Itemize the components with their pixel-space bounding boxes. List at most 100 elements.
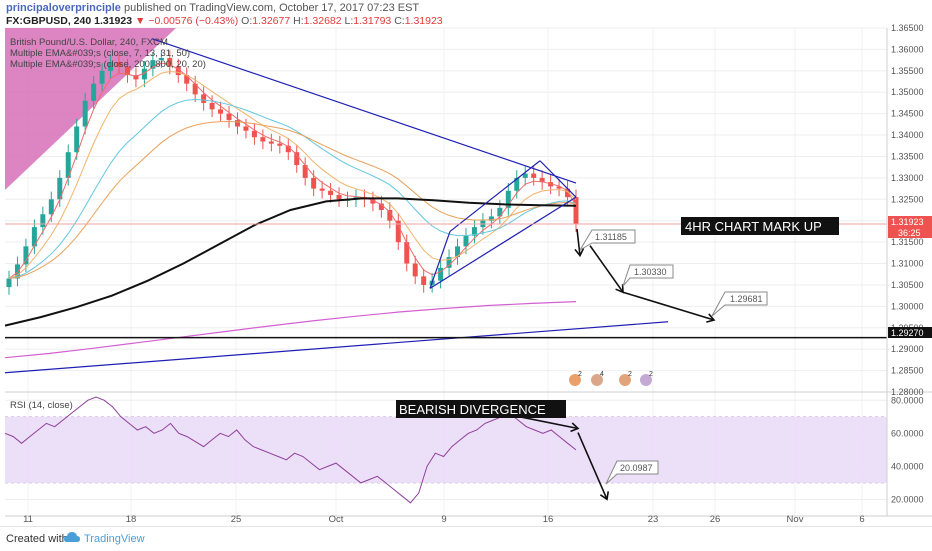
candle-body <box>421 276 427 285</box>
high-value: 1.32682 <box>303 15 342 27</box>
target-arrow-2 <box>589 245 624 293</box>
svg-text:1.31923: 1.31923 <box>891 217 924 227</box>
candle-body <box>99 70 105 84</box>
candle-body <box>260 137 266 142</box>
candle-body <box>471 227 477 236</box>
svg-text:20.0987: 20.0987 <box>620 463 653 473</box>
price-tick-label: 1.35000 <box>891 87 924 97</box>
candle-body <box>226 113 232 121</box>
candle-body <box>141 68 147 80</box>
candle-body <box>556 186 562 189</box>
svg-text:1.29270: 1.29270 <box>891 328 924 338</box>
candle-body <box>463 235 469 247</box>
price-change: ▼ −0.00576 (−0.43%) <box>135 15 239 27</box>
support-price-tag <box>888 327 932 338</box>
price-tick-label: 1.35500 <box>891 66 924 76</box>
short-ema-line <box>8 62 577 279</box>
created-with-text: Created with <box>6 533 68 545</box>
svg-text:2: 2 <box>628 371 632 378</box>
tradingview-brand[interactable]: TradingView <box>84 533 145 545</box>
short-ema-line <box>8 98 577 279</box>
channel-left-edge <box>429 231 451 289</box>
candle-body <box>116 62 122 67</box>
price-tick-label: 1.31500 <box>891 237 924 247</box>
candle-body <box>497 207 503 217</box>
price-tick-label: 1.33500 <box>891 151 924 161</box>
svg-text:2: 2 <box>649 371 653 378</box>
price-tick-label: 1.29000 <box>891 344 924 354</box>
candle-body <box>209 102 215 110</box>
candle-body <box>23 246 29 265</box>
svg-text:2: 2 <box>578 371 582 378</box>
candle-body <box>395 220 401 243</box>
legend-title: British Pound/U.S. Dollar, 240, FXCM <box>10 37 168 48</box>
rsi-target-arrow <box>577 432 608 500</box>
candle-body <box>133 75 139 80</box>
tradingview-cloud-icon <box>64 532 80 542</box>
legend-rsi: RSI (14, close) <box>10 400 73 411</box>
candle-body <box>514 177 520 191</box>
candle-body <box>505 190 511 208</box>
right-axis <box>887 28 932 516</box>
time-tick-label: Nov <box>787 514 804 525</box>
time-tick-label: 25 <box>231 514 242 525</box>
candle-body <box>184 75 190 84</box>
rsi-divergence-arrow-head <box>570 422 580 433</box>
rising-wedge-fill <box>5 28 176 190</box>
candle-body <box>108 62 114 71</box>
target-callout-3: 1.29681 <box>711 291 768 317</box>
publish-info: principaloverprinciple published on Trad… <box>6 2 419 15</box>
markup-label: 4HR CHART MARK UP <box>685 219 822 234</box>
rsi-tick-label: 20.0000 <box>891 494 924 504</box>
short-ema-line <box>8 70 577 279</box>
svg-text:36:25: 36:25 <box>898 228 921 238</box>
rsi-target-arrow-head <box>599 491 610 501</box>
candle-body <box>167 57 173 67</box>
price-tick-label: 1.28500 <box>891 366 924 376</box>
low-value: 1.31793 <box>353 15 392 27</box>
symbol-label[interactable]: FX:GBPUSD, 240 <box>6 15 92 27</box>
candle-body <box>522 173 528 178</box>
legend-ema2: Multiple EMA&#039;s (close, 200, 800, 20… <box>10 59 206 70</box>
svg-text:1.30330: 1.30330 <box>634 267 667 277</box>
rsi-tick-label: 40.0000 <box>891 461 924 471</box>
svg-text:4: 4 <box>600 371 604 378</box>
candle-body <box>539 177 545 183</box>
time-tick-label: 6 <box>859 514 864 525</box>
candle-body <box>150 60 156 69</box>
rsi-tick-label: 80.0000 <box>891 395 924 405</box>
candle-body <box>412 263 418 277</box>
price-tick-label: 1.28000 <box>891 387 924 397</box>
event-flags[interactable]: 2 4 2 2 <box>569 371 653 386</box>
descending-trendline <box>151 38 577 184</box>
indicator-lines <box>4 62 577 504</box>
svg-text:1.29681: 1.29681 <box>730 294 763 304</box>
price-tick-label: 1.32500 <box>891 194 924 204</box>
candle-body <box>573 197 579 225</box>
price-tick-label: 1.31000 <box>891 259 924 269</box>
price-tick-label: 1.36500 <box>891 23 924 33</box>
legend-ema1: Multiple EMA&#039;s (close, 7, 13, 31, 5… <box>10 48 190 59</box>
candle-body <box>234 120 240 127</box>
chart-header: principaloverprinciple published on Trad… <box>0 0 932 28</box>
time-tick-label: 23 <box>648 514 659 525</box>
price-tick-label: 1.34000 <box>891 130 924 140</box>
ema-200-line <box>4 197 577 327</box>
candle-body <box>192 83 198 95</box>
author-link[interactable]: principaloverprinciple <box>6 2 121 14</box>
rising-support-trendline <box>4 321 669 374</box>
symbol-quote: FX:GBPUSD, 240 1.31923 ▼ −0.00576 (−0.43… <box>6 15 443 27</box>
rsi-band <box>5 416 887 483</box>
price-chart[interactable]: 1.280001.285001.290001.295001.300001.305… <box>0 0 932 526</box>
candle-body <box>201 94 207 103</box>
target-arrow-1 <box>576 228 581 256</box>
candle-body <box>6 278 12 288</box>
candle-body <box>531 173 537 178</box>
candle-body <box>455 246 461 258</box>
candle-body <box>285 145 291 153</box>
candle-body <box>158 57 164 61</box>
candle-body <box>48 199 54 215</box>
rsi-target-callout: 20.0987 <box>605 460 659 485</box>
candle-body <box>91 83 97 101</box>
close-value: 1.31923 <box>404 15 443 27</box>
